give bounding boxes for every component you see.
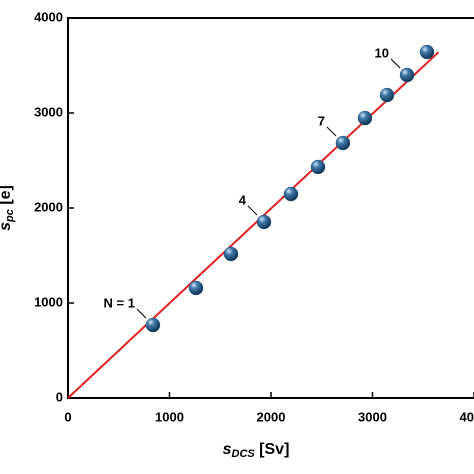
x-axis-label: sDCS [Sv] <box>223 441 290 460</box>
annotation: 4 <box>239 192 247 207</box>
x-tick-label: 4000 <box>460 409 474 424</box>
data-point <box>335 135 351 151</box>
x-tick-label: 2000 <box>257 409 286 424</box>
x-tick-label: 1000 <box>155 409 184 424</box>
data-point <box>379 87 395 103</box>
y-axis-label: spc [e] <box>0 185 16 231</box>
x-tick-label: 3000 <box>358 409 387 424</box>
label-unit: [Sv] <box>255 441 290 458</box>
data-point <box>145 317 161 333</box>
label-symbol: s <box>223 441 232 458</box>
y-tick-label: 0 <box>56 389 63 404</box>
leader-line <box>136 308 147 319</box>
label-subscript: DCS <box>232 448 256 460</box>
data-point <box>399 67 415 83</box>
x-tick-label: 0 <box>64 409 71 424</box>
y-tick-label: 1000 <box>34 294 63 309</box>
label-subscript: pc <box>4 209 16 223</box>
label-symbol: s <box>0 222 14 231</box>
data-point <box>283 186 299 202</box>
data-point <box>256 214 272 230</box>
leader-line <box>247 205 258 216</box>
annotation: 10 <box>375 45 389 60</box>
leader-line <box>326 126 337 137</box>
data-point <box>188 280 204 296</box>
leader-line <box>390 58 401 69</box>
data-point <box>357 110 373 126</box>
fit-line <box>67 51 440 399</box>
data-point <box>310 159 326 175</box>
data-point <box>223 246 239 262</box>
annotation: N = 1 <box>104 295 135 310</box>
label-unit: [e] <box>0 185 14 209</box>
data-point <box>419 44 435 60</box>
y-tick-label: 3000 <box>34 104 63 119</box>
annotation: 7 <box>318 113 325 128</box>
y-tick-label: 4000 <box>34 9 63 24</box>
y-tick-label: 2000 <box>34 199 63 214</box>
